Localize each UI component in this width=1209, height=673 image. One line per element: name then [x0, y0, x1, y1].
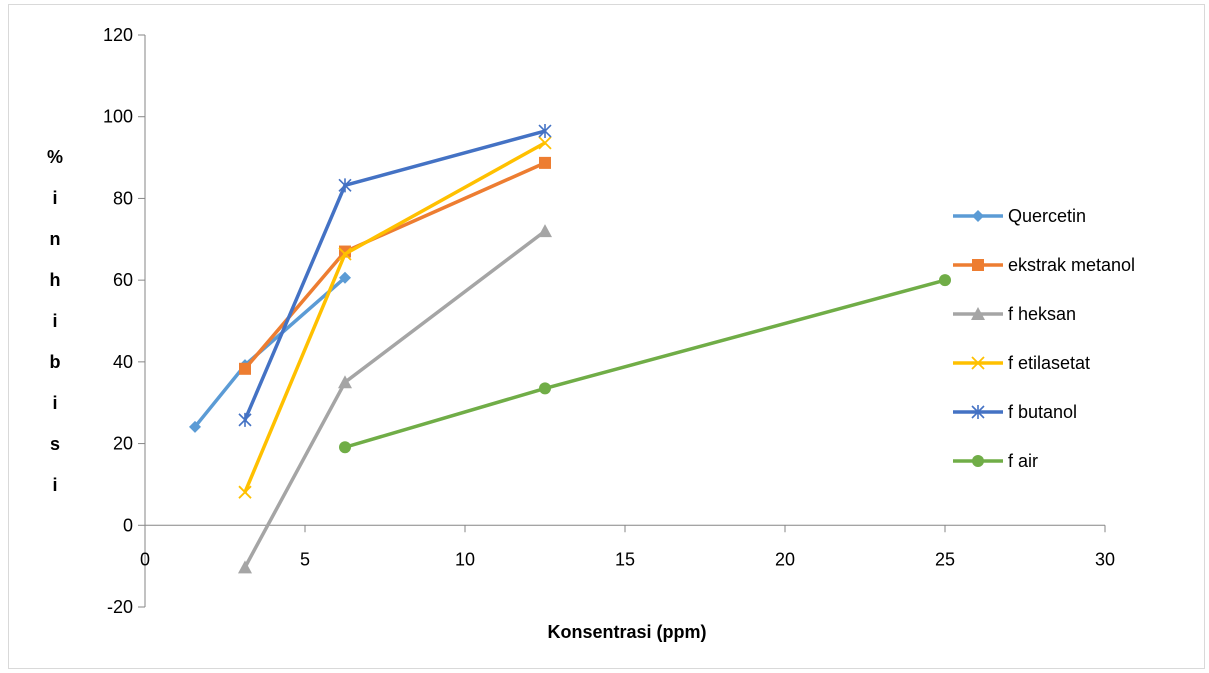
y-axis-title: % i n h i b i s i — [47, 147, 63, 495]
y-axis-title-char: i — [52, 475, 57, 495]
y-axis-title-char: s — [50, 434, 60, 454]
data-point — [189, 420, 201, 433]
data-point — [238, 560, 252, 574]
data-point — [238, 485, 252, 499]
series-f-etilasetat — [238, 136, 552, 499]
series-ekstrak-metanol — [239, 156, 551, 375]
series-f-heksan — [238, 224, 552, 574]
y-tick-label: 0 — [123, 515, 133, 535]
series-line — [243, 129, 546, 421]
data-point — [338, 178, 352, 193]
y-tick-label: 120 — [103, 25, 133, 45]
y-axis-title-char: i — [52, 188, 57, 208]
y-axis-title-char: i — [52, 311, 57, 331]
legend-label: f etilasetat — [1008, 353, 1090, 373]
legend-item: ekstrak metanol — [953, 255, 1135, 275]
data-point — [939, 274, 951, 287]
y-axis-title-char: i — [52, 393, 57, 413]
legend-label: f butanol — [1008, 402, 1077, 422]
axes: -20 0 20 40 60 80 100 120 0 5 10 15 20 25 30 — [103, 25, 1115, 617]
legend-label: Quercetin — [1008, 206, 1086, 226]
x-tick-label: 15 — [615, 549, 635, 569]
x-tick-label: 0 — [140, 549, 150, 569]
x-tick-label: 30 — [1095, 549, 1115, 569]
y-axis-title-char: h — [50, 270, 61, 290]
y-axis-title-char: % — [47, 147, 63, 167]
legend-item: f air — [953, 451, 1038, 471]
series-line — [193, 276, 347, 428]
legend: Quercetin ekstrak metanol f heksan f etilas… — [953, 206, 1135, 471]
x-tick-label: 10 — [455, 549, 475, 569]
series-line — [344, 278, 946, 449]
y-axis-title-char: b — [50, 352, 61, 372]
x-tick-label: 25 — [935, 549, 955, 569]
x-tick-label: 5 — [300, 549, 310, 569]
legend-label: f air — [1008, 451, 1038, 471]
data-point — [539, 382, 551, 395]
plot-area — [189, 124, 951, 574]
legend-marker — [971, 405, 985, 419]
legend-marker — [972, 259, 984, 271]
data-point — [538, 136, 552, 150]
series-line — [243, 229, 547, 569]
data-point — [339, 441, 351, 454]
y-tick-label: 40 — [113, 352, 133, 372]
legend-marker — [972, 455, 984, 467]
data-point — [338, 375, 352, 389]
data-point — [239, 362, 251, 375]
data-point — [339, 245, 351, 258]
data-point — [339, 271, 351, 284]
legend-marker — [971, 307, 985, 320]
y-axis-title-char: n — [50, 229, 61, 249]
legend-item: f etilasetat — [953, 353, 1090, 373]
series-f-air — [339, 274, 951, 454]
legend-label: ekstrak metanol — [1008, 255, 1135, 275]
data-point — [238, 412, 252, 427]
chart-frame — [8, 4, 1205, 669]
legend-marker — [971, 356, 985, 370]
legend-item: Quercetin — [953, 206, 1086, 226]
y-tick-label: 100 — [103, 107, 133, 127]
y-tick-label: 80 — [113, 188, 133, 208]
data-point — [539, 156, 551, 169]
x-tick-label: 20 — [775, 549, 795, 569]
data-point — [538, 124, 552, 139]
data-point — [338, 247, 352, 261]
y-tick-label: 20 — [113, 434, 133, 454]
series-f-butanol — [238, 124, 552, 427]
y-tick-label: -20 — [107, 597, 133, 617]
x-axis-title: Konsentrasi (ppm) — [547, 622, 706, 642]
legend-label: f heksan — [1008, 304, 1076, 324]
legend-marker — [972, 210, 984, 222]
legend-item: f butanol — [953, 402, 1077, 422]
y-tick-label: 60 — [113, 270, 133, 290]
data-point — [538, 224, 552, 238]
legend-item: f heksan — [953, 304, 1076, 324]
